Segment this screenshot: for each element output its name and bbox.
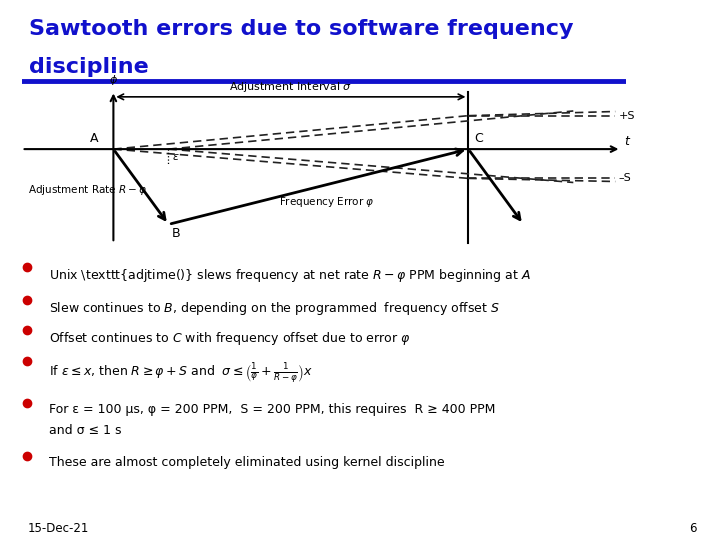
Text: Unix \texttt{adjtime()} slews frequency at net rate $R-\varphi$ PPM beginning at: Unix \texttt{adjtime()} slews frequency … xyxy=(49,267,531,284)
Text: 6: 6 xyxy=(690,522,697,535)
Text: Adjustment Interval $\sigma$: Adjustment Interval $\sigma$ xyxy=(230,80,352,94)
Text: $\phi$: $\phi$ xyxy=(109,73,118,87)
Text: A: A xyxy=(89,132,98,145)
Text: 15-Dec-21: 15-Dec-21 xyxy=(27,522,89,535)
Text: B: B xyxy=(171,227,180,240)
Text: Adjustment Rate $R - \varphi$: Adjustment Rate $R - \varphi$ xyxy=(27,184,147,198)
Text: For ε = 100 μs, φ = 200 PPM,  S = 200 PPM, this requires  R ≥ 400 PPM: For ε = 100 μs, φ = 200 PPM, S = 200 PPM… xyxy=(49,403,495,416)
Text: t: t xyxy=(624,135,629,148)
Text: and σ ≤ 1 s: and σ ≤ 1 s xyxy=(49,424,122,437)
Text: Frequency Error $\varphi$: Frequency Error $\varphi$ xyxy=(279,195,374,209)
Text: –S: –S xyxy=(618,173,631,184)
Text: $\varepsilon$: $\varepsilon$ xyxy=(171,152,179,163)
Text: C: C xyxy=(474,132,483,145)
Text: Slew continues to $B$, depending on the programmed  frequency offset $S$: Slew continues to $B$, depending on the … xyxy=(49,300,500,316)
Text: Sawtooth errors due to software frequency: Sawtooth errors due to software frequenc… xyxy=(29,19,573,39)
Text: discipline: discipline xyxy=(29,57,148,77)
Text: If $\varepsilon \leq x$, then $R \geq \varphi + S$ and  $\sigma \leq \left(\frac: If $\varepsilon \leq x$, then $R \geq \v… xyxy=(49,361,312,385)
Text: These are almost completely eliminated using kernel discipline: These are almost completely eliminated u… xyxy=(49,456,444,469)
Text: Offset continues to $C$ with frequency offset due to error $\varphi$: Offset continues to $C$ with frequency o… xyxy=(49,329,410,347)
Text: +S: +S xyxy=(618,111,635,120)
